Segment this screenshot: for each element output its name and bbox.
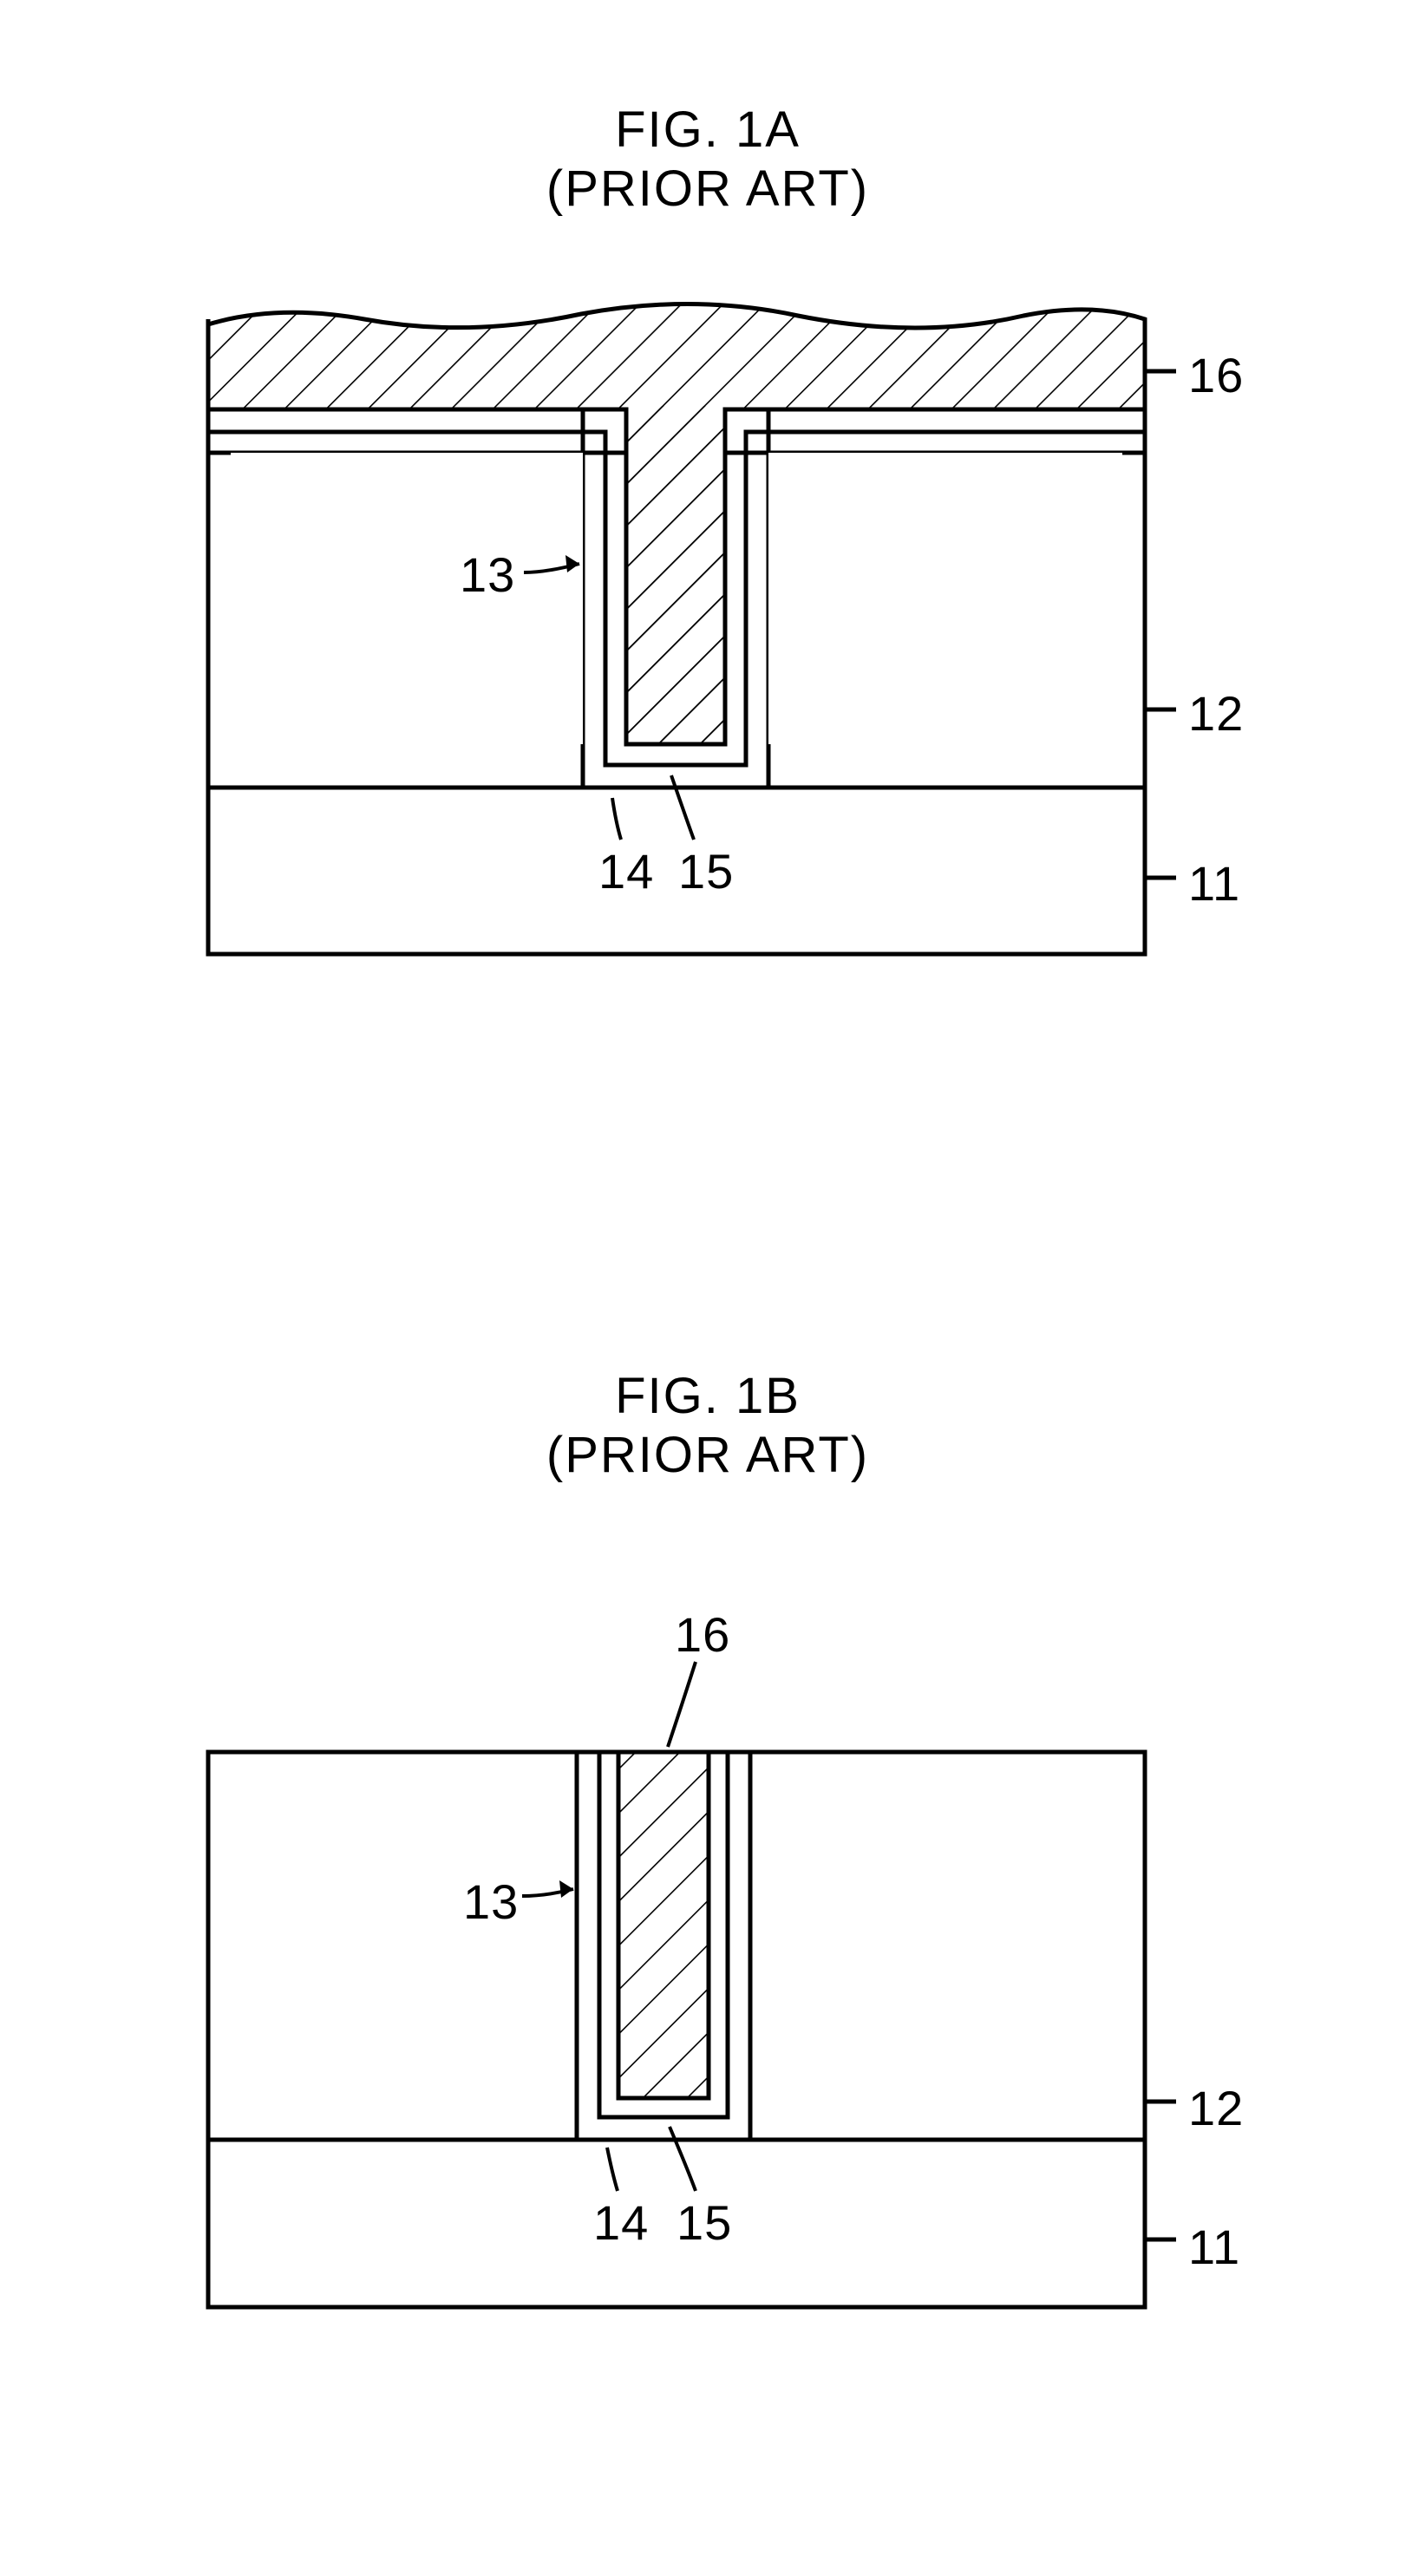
layer-16-plug-b xyxy=(618,1752,709,2098)
label-a-15: 15 xyxy=(678,843,734,899)
label-a-12: 12 xyxy=(1188,685,1244,742)
label-b-13: 13 xyxy=(463,1873,519,1930)
right-void xyxy=(768,453,1122,744)
lead-16-b xyxy=(668,1662,696,1747)
label-b-14: 14 xyxy=(593,2194,649,2251)
layer-11 xyxy=(208,788,1145,954)
label-b-16: 16 xyxy=(675,1606,730,1663)
label-a-11: 11 xyxy=(1188,855,1240,912)
layer-16-plug xyxy=(626,406,725,746)
label-b-15: 15 xyxy=(677,2194,732,2251)
left-void xyxy=(231,453,583,744)
fig-b-diagram xyxy=(173,1639,1266,2377)
fig-b-title-line1: FIG. 1B xyxy=(482,1367,933,1425)
label-b-12: 12 xyxy=(1188,2080,1244,2136)
label-a-13: 13 xyxy=(460,546,515,603)
label-a-14: 14 xyxy=(598,843,654,899)
fig-b-title-line2: (PRIOR ART) xyxy=(439,1426,977,1484)
fig-a-title-line2: (PRIOR ART) xyxy=(439,160,977,218)
page: FIG. 1A (PRIOR ART) xyxy=(0,0,1412,2576)
label-b-11: 11 xyxy=(1188,2219,1240,2275)
fig-a-title-line1: FIG. 1A xyxy=(482,101,933,159)
label-a-16: 16 xyxy=(1188,347,1244,403)
